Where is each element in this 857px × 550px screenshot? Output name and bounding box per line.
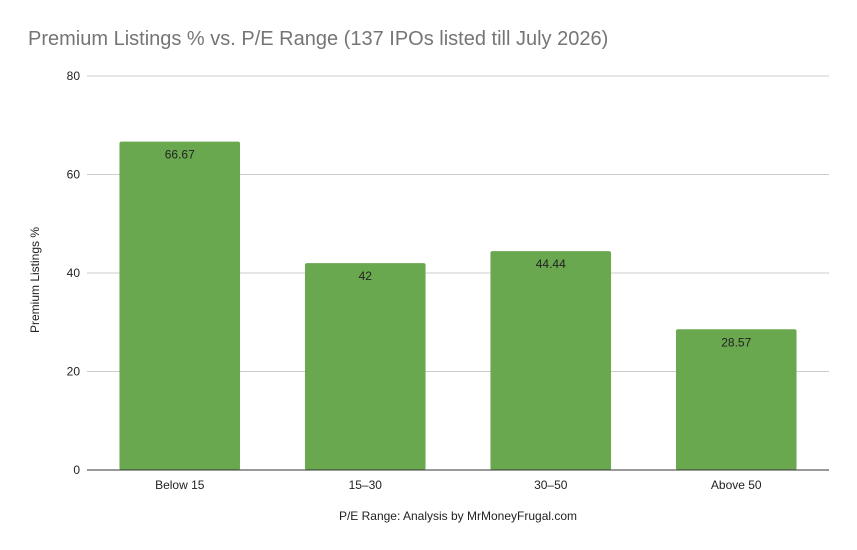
x-tick-label: 30–50 (534, 478, 568, 492)
y-tick-labels: 0 20 40 60 80 (67, 69, 81, 477)
x-tick-label: 15–30 (349, 478, 383, 492)
x-tick-labels: Below 15 15–30 30–50 Above 50 (155, 478, 762, 492)
y-tick-label: 60 (67, 168, 81, 182)
bar (119, 141, 241, 470)
y-tick-label: 80 (67, 69, 81, 83)
x-axis-title: P/E Range: Analysis by MrMoneyFrugal.com (338, 509, 578, 523)
y-tick-label: 40 (67, 266, 81, 280)
bar (490, 251, 612, 470)
data-labels: 66.67 42 44.44 28.57 (165, 148, 752, 350)
bar (304, 263, 426, 470)
y-tick-label: 20 (67, 365, 81, 379)
x-tick-label: Below 15 (155, 478, 205, 492)
data-label: 28.57 (721, 335, 751, 349)
bars (119, 141, 797, 470)
y-tick-label: 0 (73, 463, 80, 477)
chart-title: Premium Listings % vs. P/E Range (137 IP… (28, 28, 609, 50)
data-label: 44.44 (536, 257, 566, 271)
bar (675, 329, 797, 470)
data-label: 66.67 (165, 148, 195, 162)
x-tick-label: Above 50 (711, 478, 762, 492)
data-label: 42 (359, 269, 373, 283)
